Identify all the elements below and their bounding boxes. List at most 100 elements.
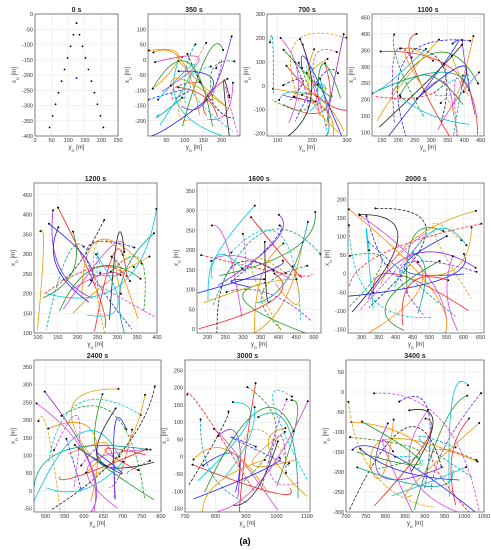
vehicle-marker <box>437 38 440 41</box>
trajectory-line <box>217 401 309 512</box>
x-tick-label: 200 <box>97 138 106 144</box>
trajectory-line <box>446 255 459 332</box>
trajectories <box>34 385 156 512</box>
vehicle-marker <box>279 37 282 40</box>
vehicle-marker <box>285 471 288 474</box>
plot-frame <box>196 182 322 334</box>
trajectory-line <box>307 49 340 133</box>
vehicle-marker <box>241 267 244 270</box>
trajectory-line <box>267 427 308 497</box>
x-axis-label: yD [m] <box>186 145 202 153</box>
trajectory-line <box>388 39 459 136</box>
y-tick-label: 0 <box>343 272 346 278</box>
x-tick-label: 350 <box>133 335 142 341</box>
vehicle-marker <box>386 422 389 425</box>
vehicle-marker <box>125 428 128 431</box>
vehicle-marker <box>53 449 56 452</box>
vehicle-marker <box>477 82 480 85</box>
y-tick-label: -100 <box>335 309 346 315</box>
x-tick-label: 750 <box>361 514 370 520</box>
vehicle-marker <box>379 50 382 53</box>
vehicle-marker <box>194 43 197 46</box>
x-tick-label: 150 <box>377 138 386 144</box>
vehicle-marker <box>254 445 257 448</box>
vehicle-marker <box>181 96 184 99</box>
x-tick-label: 100 <box>33 335 42 341</box>
vehicle-marker <box>129 280 132 283</box>
plot-area <box>348 183 484 333</box>
trajectory-line <box>186 392 256 493</box>
vehicle-marker <box>351 448 354 451</box>
trajectories <box>37 206 157 333</box>
trajectory-line <box>113 417 127 500</box>
y-tick-label: 50 <box>189 307 195 313</box>
vehicle-marker <box>297 61 300 64</box>
trajectory-line <box>45 243 84 330</box>
x-tick-label: 450 <box>292 335 301 341</box>
vehicle-marker <box>210 224 213 227</box>
y-tick-label: 400 <box>361 32 370 38</box>
vehicle-marker <box>149 448 152 451</box>
vehicle-marker <box>475 270 478 273</box>
vehicle-marker <box>442 230 445 233</box>
x-tick-label: 250 <box>93 335 102 341</box>
vehicle-marker <box>348 254 351 257</box>
panel-title: 0 s <box>72 7 82 14</box>
y-axis-label: xD [m] <box>244 67 252 83</box>
trajectory-line <box>66 438 82 492</box>
vehicle-marker <box>314 211 317 214</box>
vehicle-marker <box>231 81 234 84</box>
vehicle-marker <box>326 57 329 60</box>
vehicle-marker <box>131 428 134 431</box>
y-tick-label: 250 <box>361 81 370 87</box>
trajectory-line <box>357 467 454 487</box>
vehicle-marker <box>424 417 427 420</box>
vehicle-marker <box>215 67 218 70</box>
plot-frame <box>347 182 485 334</box>
vehicle-marker <box>226 77 229 80</box>
x-tick-label: 550 <box>442 335 451 341</box>
vehicle-marker <box>410 56 413 59</box>
vehicle-marker <box>301 66 304 69</box>
vehicle-marker <box>250 216 253 219</box>
trajectory-line <box>243 386 277 482</box>
vehicle-marker <box>177 86 180 89</box>
vehicle-marker <box>462 252 465 255</box>
vehicle-marker <box>417 261 420 264</box>
vehicle-marker <box>39 230 42 233</box>
panel-4: 100 150 200 250 300 350 400 100 150 200 250 300 350 4… <box>11 176 162 350</box>
y-tick-label: 50 <box>340 253 346 259</box>
vehicle-marker <box>225 290 228 293</box>
vehicle-marker <box>90 80 93 82</box>
trajectory-line <box>224 407 256 477</box>
x-tick-label: 250 <box>410 138 419 144</box>
trajectory-line <box>294 96 330 128</box>
panel-title: 1100 s <box>417 7 438 14</box>
trajectory-line <box>287 38 313 136</box>
x-tick-label: 750 <box>137 514 146 520</box>
trajectory-line <box>34 430 120 502</box>
y-tick-label: -250 <box>333 490 344 496</box>
x-tick-label: 800 <box>211 514 220 520</box>
trajectory-line <box>416 65 468 100</box>
trajectory-line <box>70 388 119 459</box>
y-tick-label: -100 <box>254 108 265 114</box>
vehicle-marker <box>228 94 231 97</box>
figure-caption: (a) <box>240 536 251 546</box>
trajectory-line <box>358 234 425 312</box>
vehicle-marker <box>148 255 151 258</box>
y-tick-label: 200 <box>23 418 32 424</box>
vehicle-marker <box>445 235 448 238</box>
trajectory-line <box>52 227 90 303</box>
trajectory-line <box>204 406 294 493</box>
vehicle-marker <box>69 45 72 48</box>
y-tick-label: 100 <box>174 420 183 426</box>
x-tick-label: 400 <box>274 335 283 341</box>
vehicle-marker <box>81 45 84 48</box>
y-tick-label: 200 <box>361 98 370 104</box>
vehicle-marker <box>474 209 477 212</box>
vehicle-marker <box>72 230 75 233</box>
x-tick-label: 200 <box>217 138 226 144</box>
vehicle-marker <box>295 278 298 281</box>
